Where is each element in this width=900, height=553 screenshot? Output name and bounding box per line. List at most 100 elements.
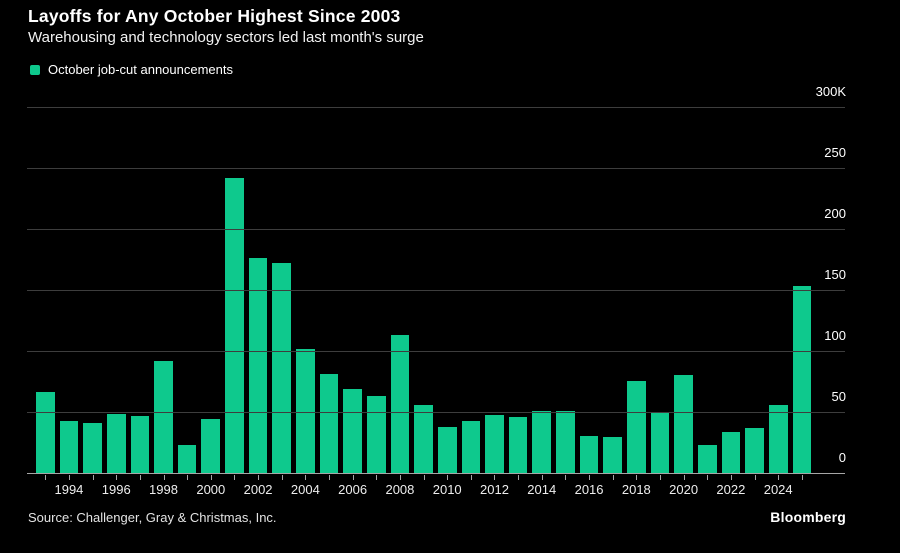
bar-slot-1998: 1998 — [149, 107, 178, 497]
bar-slot-2024: 2024 — [764, 107, 793, 497]
x-axis-label-2006: 2006 — [338, 482, 368, 497]
bar-2024 — [768, 405, 788, 473]
y-axis-label-50: 50 — [831, 389, 846, 404]
x-axis-label-2018: 2018 — [621, 482, 651, 497]
gridline-150 — [27, 290, 845, 291]
bar-2019 — [650, 411, 670, 473]
x-axis-label-2016: 2016 — [574, 482, 604, 497]
gridline-200 — [27, 229, 845, 230]
bar-2012 — [485, 414, 504, 473]
x-axis-label-2008: 2008 — [385, 482, 415, 497]
x-axis-label-2024: 2024 — [763, 482, 793, 497]
bar-2014 — [532, 410, 552, 473]
bar-2001 — [225, 177, 244, 473]
bar-slot-2004: 2004 — [291, 107, 320, 497]
x-axis-label-2004: 2004 — [290, 482, 320, 497]
chart-title: Layoffs for Any October Highest Since 20… — [28, 6, 401, 26]
bar-slot-1997 — [130, 107, 150, 480]
bar-1995 — [83, 422, 102, 473]
x-axis-label-2014: 2014 — [527, 482, 557, 497]
bar-slot-2007 — [366, 107, 386, 480]
bar-2015 — [556, 411, 575, 473]
bar-1994 — [59, 420, 79, 473]
bar-1999 — [177, 444, 197, 473]
y-axis-label-250: 250 — [824, 145, 846, 160]
bar-slot-1996: 1996 — [102, 107, 131, 497]
bar-slot-2014: 2014 — [527, 107, 556, 497]
bar-slot-2015 — [556, 107, 575, 480]
bar-2018 — [627, 380, 646, 473]
bar-2003 — [272, 263, 292, 473]
bar-slot-2025 — [792, 107, 812, 480]
footer: Source: Challenger, Gray & Christmas, In… — [28, 509, 846, 525]
bar-2010 — [437, 426, 457, 473]
bar-slot-2022: 2022 — [716, 107, 745, 497]
bar-2023 — [745, 428, 764, 473]
bar-slot-2010: 2010 — [433, 107, 462, 497]
x-axis-label-1996: 1996 — [101, 482, 131, 497]
bar-2002 — [248, 258, 268, 473]
y-axis-label-200: 200 — [824, 206, 846, 221]
x-axis-label-2020: 2020 — [669, 482, 699, 497]
bars: 1994 1996 1998 2000 2002 2004 2006 2008 2010 2012… — [36, 107, 812, 497]
bar-2011 — [461, 420, 481, 473]
y-axis-label-0: 0 — [838, 450, 846, 465]
x-axis-label-2000: 2000 — [196, 482, 226, 497]
bar-slot-2011 — [461, 107, 481, 480]
x-axis-label-2010: 2010 — [432, 482, 462, 497]
bar-slot-1995 — [83, 107, 102, 480]
plot-area: 1994 1996 1998 2000 2002 2004 2006 2008 2010 2012… — [27, 85, 846, 497]
x-axis-label-2022: 2022 — [716, 482, 746, 497]
gridline-100 — [27, 351, 845, 352]
bar-2008 — [390, 335, 410, 473]
bar-2009 — [414, 405, 433, 473]
bar-2017 — [603, 436, 623, 473]
bar-2022 — [721, 431, 741, 473]
x-axis-label-2012: 2012 — [480, 482, 509, 497]
bar-2004 — [296, 348, 315, 473]
bar-slot-2012: 2012 — [480, 107, 509, 497]
bar-slot-2003 — [272, 107, 292, 480]
bar-2000 — [201, 419, 221, 473]
gridline-300K — [27, 107, 845, 108]
y-axis-label-100: 100 — [824, 328, 846, 343]
bar-1996 — [106, 414, 126, 473]
bar-slot-2016: 2016 — [575, 107, 604, 497]
bar-2021 — [697, 445, 717, 473]
x-axis-label-2002: 2002 — [243, 482, 273, 497]
bar-slot-2020: 2020 — [669, 107, 698, 497]
bar-slot-2002: 2002 — [244, 107, 273, 497]
bar-slot-2021 — [697, 107, 717, 480]
bar-slot-2008: 2008 — [385, 107, 414, 497]
bar-slot-1999 — [177, 107, 197, 480]
bar-2007 — [366, 396, 386, 473]
bar-slot-2018: 2018 — [622, 107, 651, 497]
bar-1997 — [130, 415, 150, 473]
bar-1998 — [154, 361, 173, 473]
y-axis-label-150: 150 — [824, 267, 846, 282]
legend: October job-cut announcements — [30, 62, 233, 77]
bar-slot-2023 — [745, 107, 764, 480]
gridline-50 — [27, 412, 845, 413]
bar-slot-2017 — [603, 107, 623, 480]
source-credit: Source: Challenger, Gray & Christmas, In… — [28, 510, 277, 525]
bar-slot-1994: 1994 — [54, 107, 83, 497]
bar-2006 — [343, 388, 362, 473]
bar-2013 — [508, 417, 528, 473]
bar-slot-2001 — [225, 107, 244, 480]
bloomberg-logo: Bloomberg — [770, 509, 846, 525]
y-axis-label-300K: 300K — [815, 84, 846, 99]
bar-slot-2005 — [319, 107, 339, 480]
bar-slot-2006: 2006 — [338, 107, 367, 497]
bar-2020 — [674, 374, 693, 473]
bar-slot-2019 — [650, 107, 670, 480]
x-axis-label-1998: 1998 — [149, 482, 178, 497]
legend-label: October job-cut announcements — [48, 62, 233, 77]
bar-2016 — [579, 435, 599, 473]
bar-2005 — [319, 373, 339, 473]
legend-swatch-icon — [30, 64, 40, 75]
gridline-250 — [27, 168, 845, 169]
bar-slot-2013 — [508, 107, 528, 480]
bar-slot-2000: 2000 — [196, 107, 225, 497]
